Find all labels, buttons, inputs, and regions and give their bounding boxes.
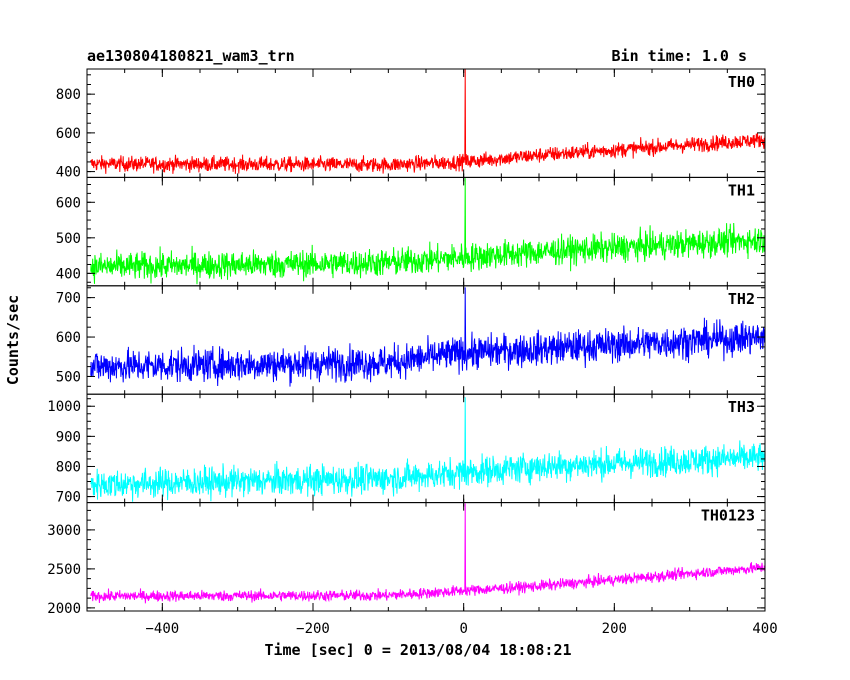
panel-label-th0123: TH0123 (701, 507, 755, 525)
x-tick-label: 200 (602, 621, 627, 637)
y-tick-label: 500 (56, 231, 81, 247)
panel-frame-th3 (86, 393, 766, 504)
y-tick-label: 400 (56, 266, 81, 282)
chart-title-right: Bin time: 1.0 s (612, 47, 747, 65)
x-axis-label: Time [sec] 0 = 2013/08/04 18:08:21 (264, 641, 571, 659)
y-tick-label: 2000 (47, 601, 81, 617)
series-line-th2 (90, 287, 765, 387)
y-tick-label: 1000 (47, 399, 81, 415)
x-tick-label: −400 (145, 621, 179, 637)
panels-group: 400 600 800 TH0 400 500 600 TH1 500 600 700 TH2 700 8… (47, 68, 778, 637)
chart-title-left: ae130804180821_wam3_trn (87, 47, 295, 65)
panel-label-th0: TH0 (728, 73, 755, 91)
series-line-th3 (90, 397, 765, 502)
y-tick-label: 600 (56, 330, 81, 346)
y-tick-label: 600 (56, 195, 81, 211)
series-line-th0 (90, 69, 765, 174)
y-tick-label: 500 (56, 369, 81, 385)
y-tick-label: 700 (56, 490, 81, 506)
y-tick-label: 800 (56, 459, 81, 475)
series-line-th1 (90, 178, 765, 285)
y-tick-label: 3000 (47, 523, 81, 539)
y-tick-label: 400 (56, 165, 81, 181)
panel-label-th1: TH1 (728, 181, 755, 199)
x-tick-label: 0 (459, 621, 467, 637)
x-tick-label: −200 (296, 621, 330, 637)
y-tick-label: 800 (56, 87, 81, 103)
y-tick-label: 900 (56, 429, 81, 445)
panel-label-th2: TH2 (728, 290, 755, 308)
series-line-th0123 (90, 503, 765, 604)
y-tick-label: 2500 (47, 562, 81, 578)
y-axis-label: Counts/sec (4, 295, 22, 385)
x-tick-label: 400 (752, 621, 777, 637)
y-tick-label: 600 (56, 126, 81, 142)
y-tick-label: 700 (56, 291, 81, 307)
panel-label-th3: TH3 (728, 398, 755, 416)
